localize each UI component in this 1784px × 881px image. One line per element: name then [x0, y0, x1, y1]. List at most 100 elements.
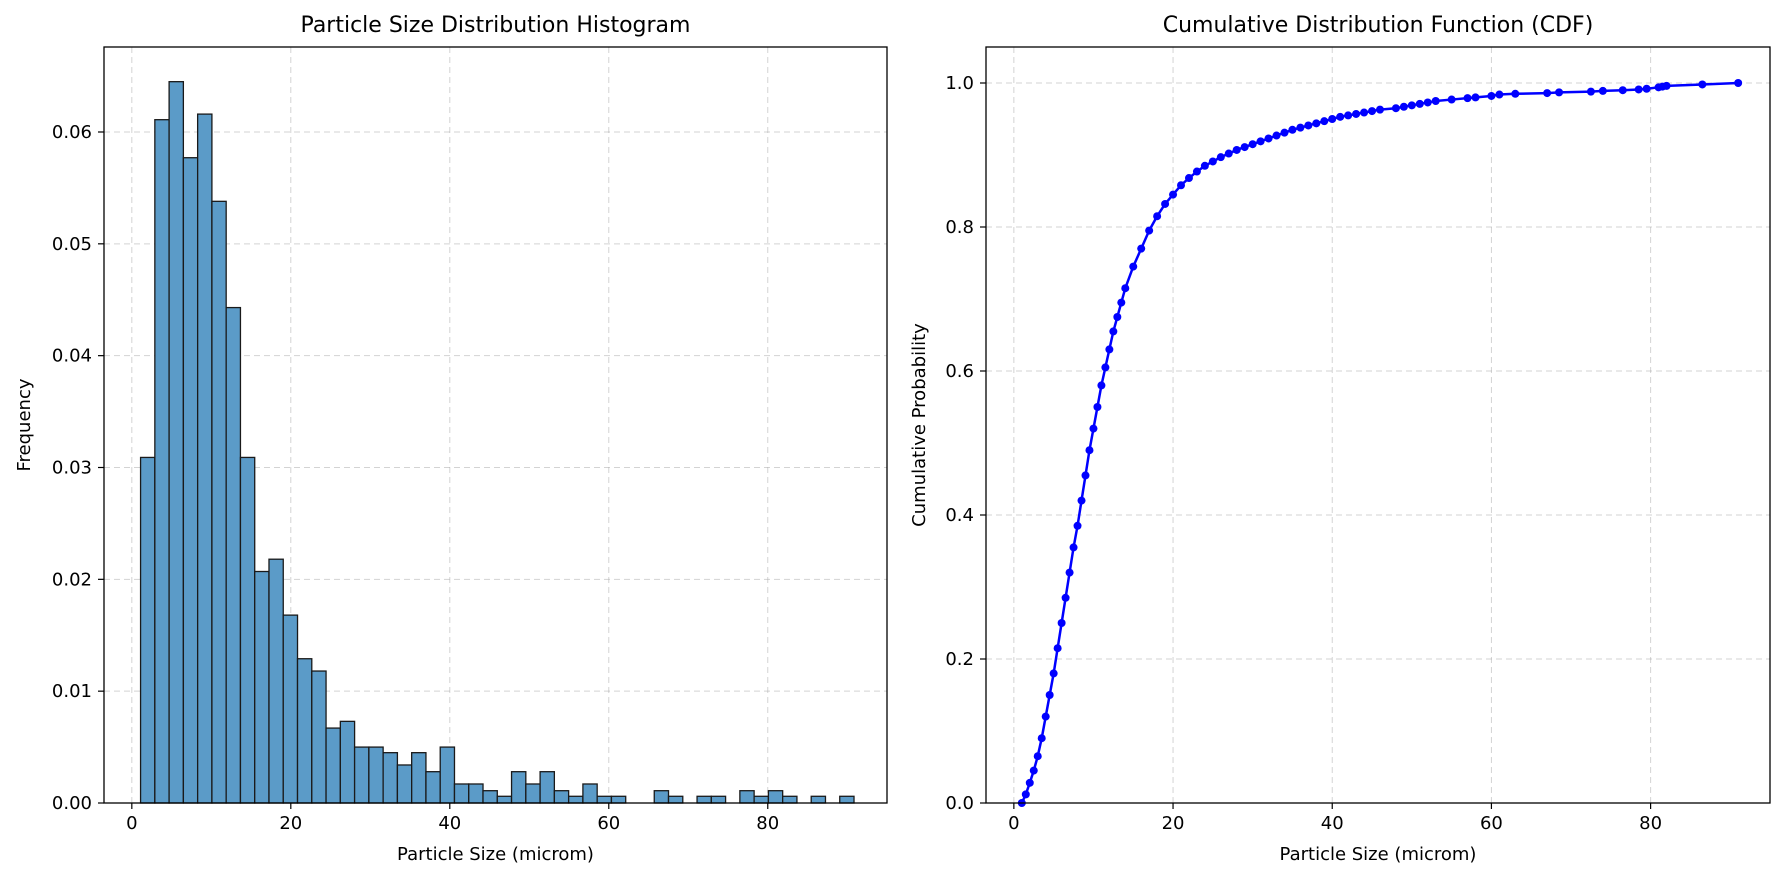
- histogram-bar: [567, 795, 584, 804]
- cdf-point: [1169, 190, 1178, 199]
- cdf-x-label: Particle Size (microm): [1280, 844, 1477, 865]
- histogram-bar: [510, 771, 527, 804]
- histogram-bar: [425, 771, 441, 804]
- cdf-point: [1399, 102, 1408, 111]
- cdf-point: [1113, 313, 1122, 321]
- histogram-x-tick-label: 0: [126, 813, 137, 834]
- histogram-y-label: Frequency: [14, 378, 35, 471]
- cdf-point: [1598, 86, 1607, 95]
- cdf-point: [1029, 766, 1038, 775]
- cdf-point: [1192, 167, 1201, 176]
- cdf-y-tick-label: 0.2: [945, 649, 974, 670]
- cdf-point: [1312, 119, 1321, 128]
- histogram-x-tick-label: 80: [756, 813, 779, 834]
- histogram-bar: [482, 790, 498, 804]
- cdf-point: [1543, 89, 1552, 98]
- histogram-bar: [339, 720, 356, 804]
- cdf-point: [1081, 471, 1090, 480]
- cdf-point: [1093, 403, 1102, 411]
- cdf-x-tick-label: 0: [1008, 813, 1019, 834]
- cdf-point: [1264, 134, 1273, 143]
- histogram-bar: [396, 764, 413, 804]
- cdf-point: [1069, 543, 1078, 552]
- histogram-title: Particle Size Distribution Histogram: [301, 13, 691, 38]
- histogram-y-tick-label: 0.06: [52, 122, 92, 143]
- cdf-y-tick-label: 0.4: [945, 505, 974, 526]
- cdf-y-tick-label: 0.8: [945, 217, 974, 238]
- histogram-bar: [268, 558, 284, 804]
- histogram-y-tick-label: 0.01: [52, 681, 92, 702]
- cdf-point: [1240, 143, 1249, 152]
- cdf-x-tick-label: 40: [1321, 813, 1344, 834]
- cdf-point: [1109, 327, 1118, 336]
- cdf-point: [1375, 105, 1384, 114]
- cdf-point: [1073, 521, 1082, 530]
- cdf-point: [1511, 89, 1520, 98]
- cdf-x-tick-label: 80: [1639, 813, 1662, 834]
- histogram-bar: [225, 306, 242, 804]
- cdf-point: [1033, 752, 1042, 761]
- cdf-point: [1077, 496, 1086, 505]
- cdf-point: [1021, 790, 1030, 799]
- cdf-point: [1041, 712, 1050, 721]
- cdf-point: [1045, 691, 1054, 699]
- cdf-point: [1391, 104, 1400, 113]
- histogram-bar: [739, 790, 755, 804]
- histogram-y-tick-label: 0.02: [52, 569, 92, 590]
- histogram-bar: [453, 783, 470, 804]
- cdf-point: [1304, 121, 1313, 130]
- cdf-point: [1336, 112, 1345, 121]
- cdf-point: [1280, 128, 1289, 137]
- cdf-point: [1137, 244, 1146, 253]
- cdf-point: [1177, 181, 1186, 190]
- cdf-point: [1344, 111, 1353, 120]
- histogram-bar: [782, 795, 798, 804]
- cdf-x-tick-label: 60: [1480, 813, 1503, 834]
- cdf-point: [1495, 90, 1504, 99]
- histogram-bar: [596, 795, 613, 804]
- cdf-point: [1145, 226, 1154, 235]
- histogram-bar: [667, 795, 684, 804]
- histogram-bar: [610, 795, 627, 804]
- cdf-point: [1463, 94, 1472, 103]
- cdf-point: [1368, 107, 1377, 116]
- cdf-point: [1065, 568, 1074, 577]
- cdf-point: [1097, 381, 1106, 390]
- cdf-point: [1117, 298, 1126, 307]
- cdf-point: [1586, 87, 1595, 96]
- cdf-y-ticks: 0.0 0.2 0.4 0.6 0.8 1.0: [945, 73, 986, 814]
- cdf-point: [1296, 123, 1305, 132]
- histogram-frame: [103, 46, 888, 804]
- cdf-point: [1662, 81, 1671, 90]
- histogram-bar: [468, 783, 484, 804]
- histogram-x-ticks: 0 20 40 60 80: [126, 803, 779, 834]
- cdf-point: [1407, 101, 1416, 110]
- histogram-bar: [767, 790, 784, 804]
- cdf-point: [1471, 93, 1480, 102]
- histogram-bar: [296, 658, 313, 804]
- cdf-point: [1642, 84, 1651, 93]
- histogram-y-tick-label: 0.00: [52, 793, 92, 814]
- cdf-point: [1415, 99, 1424, 108]
- cdf-line: [1020, 81, 1739, 804]
- cdf-point: [1224, 149, 1233, 158]
- histogram-bar: [839, 795, 855, 804]
- cdf-point: [1288, 125, 1297, 134]
- cdf-point: [1057, 619, 1066, 627]
- cdf-x-tick-label: 20: [1162, 813, 1185, 834]
- histogram-bar: [525, 783, 541, 804]
- histogram-bar: [211, 200, 227, 804]
- histogram-bar: [368, 746, 384, 804]
- cdf-point: [1049, 669, 1058, 678]
- histogram-x-tick-label: 40: [438, 813, 461, 834]
- cdf-point: [1272, 131, 1281, 140]
- cdf-point: [1129, 262, 1138, 271]
- histogram-bar: [753, 795, 770, 804]
- cdf-frame: [985, 46, 1771, 804]
- cdf-point: [1447, 95, 1456, 104]
- cdf-point: [1200, 161, 1209, 170]
- cdf-point: [1101, 363, 1110, 372]
- histogram-bar: [196, 113, 213, 804]
- histogram-y-tick-label: 0.03: [52, 457, 92, 478]
